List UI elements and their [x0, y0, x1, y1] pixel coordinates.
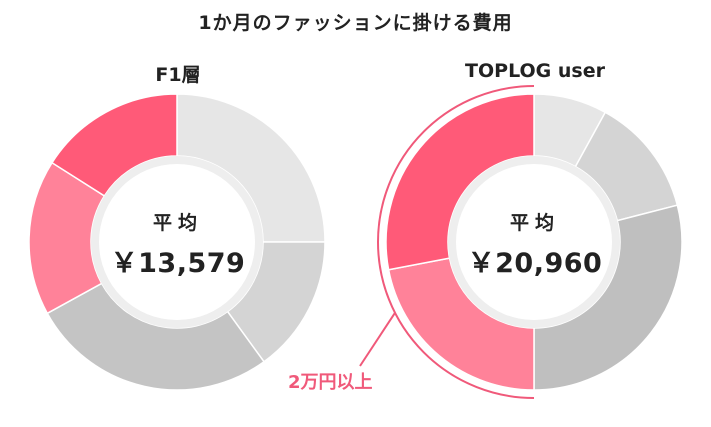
- chart-main-title: 1か月のファッションに掛ける費用: [198, 12, 513, 34]
- left-average-caption: 平均: [152, 212, 203, 234]
- donut-center-hole-0: [99, 164, 255, 320]
- right-average-caption: 平均: [509, 212, 560, 234]
- left-average-label: 平均 ￥13,579: [88, 208, 268, 280]
- right-average-label: 平均 ￥20,960: [445, 208, 625, 280]
- annotation-leader-line: [359, 312, 396, 367]
- left-chart-title: F1層: [155, 64, 201, 86]
- left-average-value: ￥13,579: [110, 248, 246, 279]
- donut-center-hole-1: [456, 164, 612, 320]
- right-chart-title: TOPLOG user: [465, 60, 605, 82]
- highlight-arc: [377, 85, 535, 399]
- right-average-value: ￥20,960: [467, 248, 603, 279]
- annotation-label: 2万円以上: [288, 372, 373, 393]
